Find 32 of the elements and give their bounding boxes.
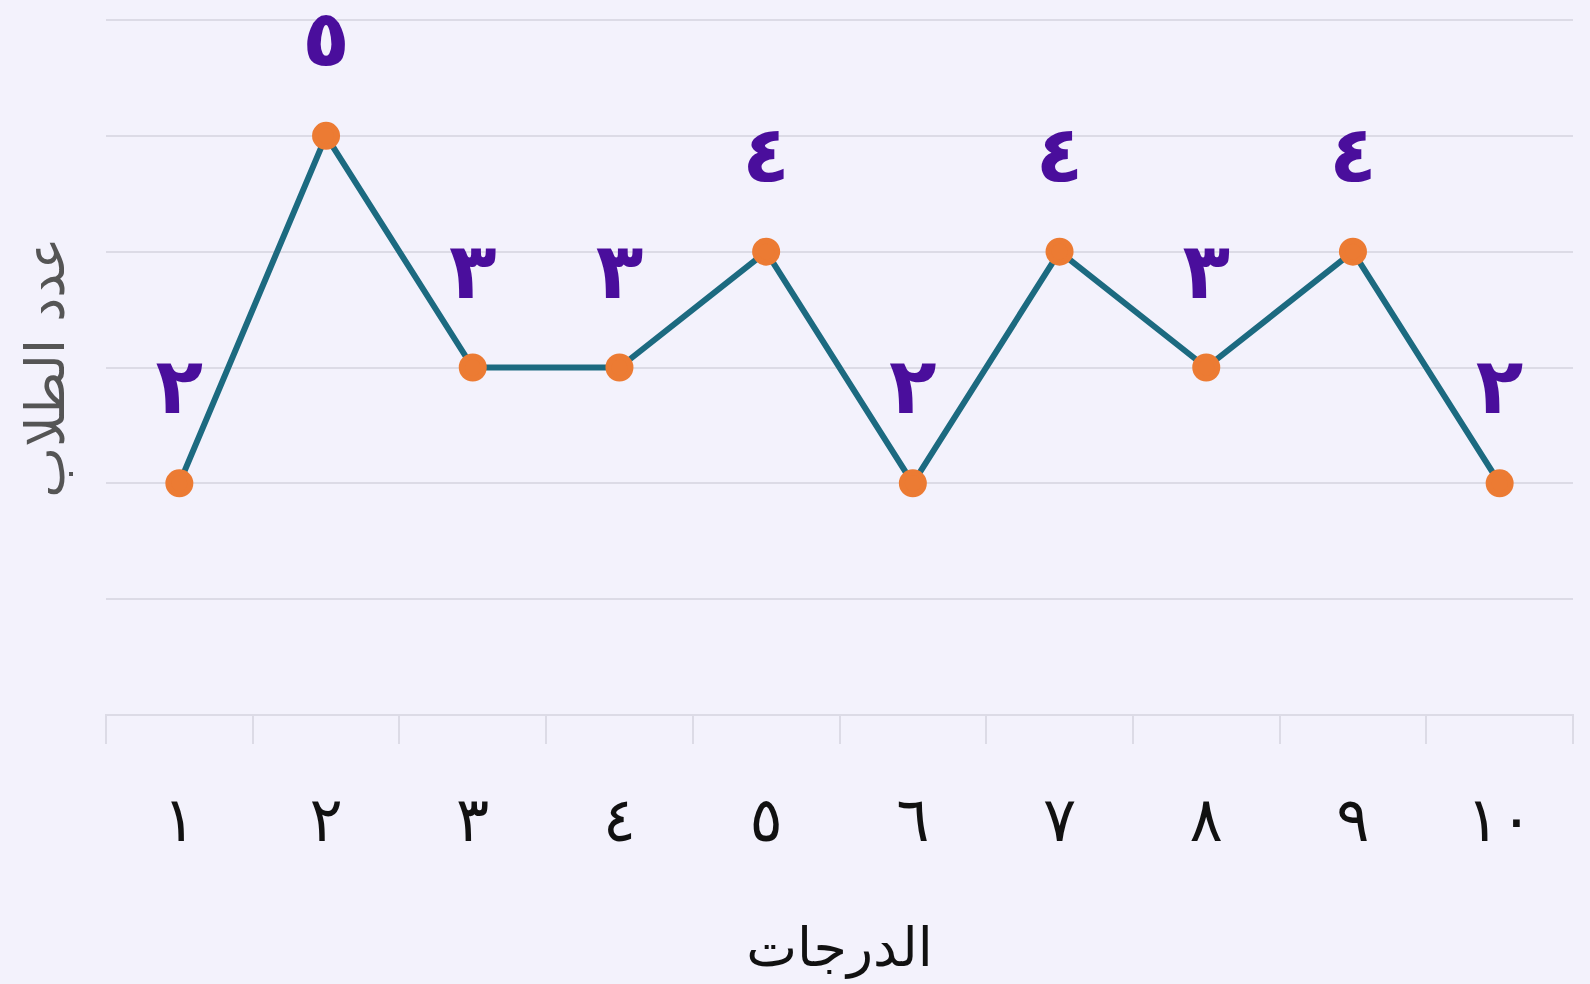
- x-tick-label: ٧: [1042, 783, 1077, 857]
- point: [898, 469, 927, 498]
- point: [1192, 353, 1221, 382]
- data-label: ٢: [1475, 341, 1524, 432]
- point: [605, 353, 634, 382]
- y-axis-title: عدد الطلاب: [14, 237, 78, 498]
- x-tick-label: ٣: [456, 783, 490, 857]
- data-label: ٣: [448, 225, 497, 316]
- x-tick-label: ٤: [602, 783, 637, 857]
- point: [1338, 237, 1367, 266]
- x-tick-label: ١: [162, 783, 197, 857]
- x-tick-label: ٩: [1336, 783, 1370, 857]
- data-label: ٣: [1182, 225, 1231, 316]
- data-label: ٤: [1329, 109, 1377, 200]
- point: [312, 121, 341, 150]
- data-label: ٤: [1035, 109, 1084, 200]
- data-label: ٢: [155, 341, 204, 432]
- x-tick-label: ٦: [896, 783, 930, 857]
- data-label: ٣: [595, 225, 644, 316]
- point: [458, 353, 487, 382]
- point: [1485, 469, 1514, 498]
- x-tick-label: ٨: [1189, 783, 1223, 857]
- x-tick-label: ١٠: [1466, 783, 1533, 857]
- point: [1045, 237, 1074, 266]
- point: [165, 469, 194, 498]
- x-tick-label: ٥: [749, 783, 783, 857]
- x-axis-title: الدرجات: [746, 915, 933, 979]
- x-tick-label: ٢: [309, 783, 343, 857]
- data-label: ٤: [742, 109, 790, 200]
- point: [752, 237, 781, 266]
- data-label: ٥: [302, 0, 350, 84]
- data-label: ٢: [889, 341, 937, 432]
